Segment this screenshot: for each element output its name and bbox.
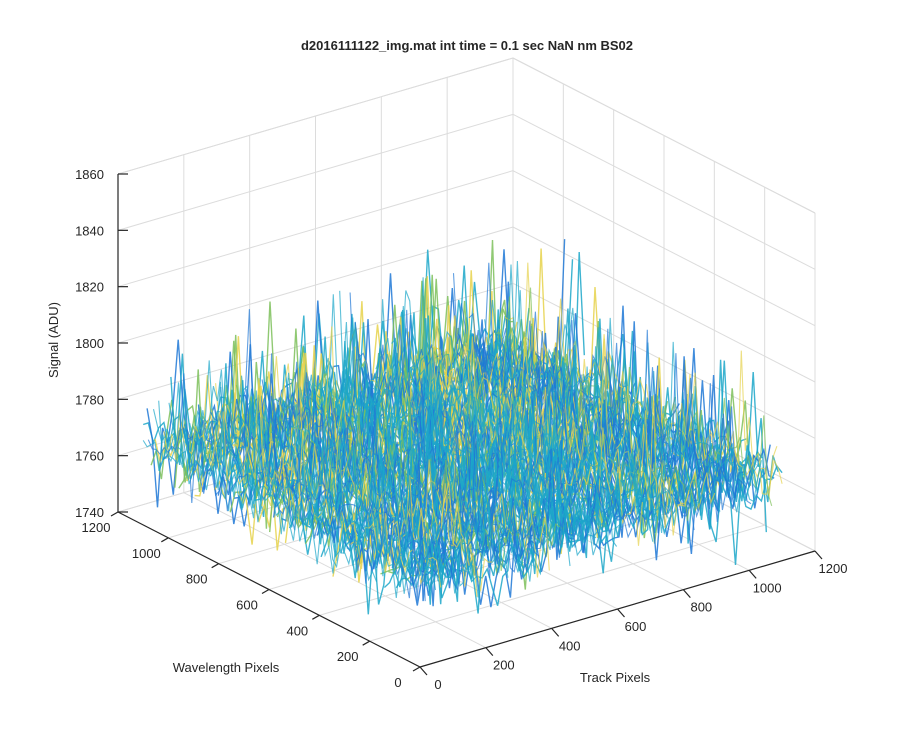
y-tick-label: 800 xyxy=(186,572,208,587)
surface-strand-y xyxy=(251,378,530,559)
surface-strand-y xyxy=(235,384,514,576)
surface-strand-y xyxy=(152,390,431,578)
surface-mesh xyxy=(142,239,783,615)
grid-edge xyxy=(512,57,816,214)
surface-strand-y xyxy=(158,382,437,591)
surface-strand-y xyxy=(142,418,421,598)
z-tick-label: 1840 xyxy=(75,223,104,238)
surface-strand-y xyxy=(308,350,586,537)
y-tick-label: 400 xyxy=(286,623,308,638)
z-axis-label: Signal (ADU) xyxy=(46,302,61,378)
y-tick-label: 1000 xyxy=(132,546,161,561)
x-tick-label: 1200 xyxy=(819,561,848,576)
y-tick-mark xyxy=(312,614,320,620)
surface-strand-y xyxy=(412,349,690,536)
x-axis-label: Track Pixels xyxy=(580,670,651,685)
surface-strand-y xyxy=(432,337,711,507)
y-axis-label: Wavelength Pixels xyxy=(173,660,280,675)
surface-strand-y xyxy=(277,360,556,548)
z-tick-label: 1760 xyxy=(75,449,104,464)
surface-strand-y xyxy=(484,290,762,503)
surface-strand-y xyxy=(447,311,726,523)
surface-strand-y xyxy=(240,309,519,573)
surface-strand-y xyxy=(194,410,473,587)
z-tick-label: 1740 xyxy=(75,505,104,520)
chart-title: d2016111122_img.mat int time = 0.1 sec N… xyxy=(301,38,633,53)
x-tick-mark xyxy=(485,647,494,657)
x-tick-label: 400 xyxy=(559,638,581,653)
y-tick-mark xyxy=(412,666,421,672)
y-tick-mark xyxy=(211,563,219,569)
surface-strand-y xyxy=(468,262,747,507)
x-tick-label: 600 xyxy=(625,619,647,634)
z-tick-label: 1820 xyxy=(75,280,104,295)
y-tick-mark xyxy=(261,588,270,595)
y-tick-label: 600 xyxy=(236,598,258,613)
y-tick-mark xyxy=(362,640,370,646)
y-tick-label: 0 xyxy=(394,675,401,690)
x-tick-mark xyxy=(617,608,625,618)
x-tick-mark xyxy=(748,569,757,579)
x-tick-label: 1000 xyxy=(753,580,782,595)
surface-strand-y xyxy=(287,367,566,550)
surface-strand-y xyxy=(380,355,659,532)
x-tick-label: 200 xyxy=(493,658,515,673)
y-tick-label: 1200 xyxy=(82,520,111,535)
surface-strand-x xyxy=(388,395,752,575)
surface-strand-y xyxy=(499,262,778,497)
x-tick-mark xyxy=(682,589,691,599)
tick-labels: 0 200 400 600 800 1000 1200 0 200 400 600 800 1000 12… xyxy=(75,167,847,692)
y-tick-mark xyxy=(161,537,169,543)
z-tick-label: 1800 xyxy=(75,336,104,351)
z-tick-label: 1860 xyxy=(75,167,104,182)
x-tick-label: 0 xyxy=(434,677,441,692)
z-tick-label: 1780 xyxy=(75,392,104,407)
x-tick-mark xyxy=(814,550,823,560)
grid-edge xyxy=(117,57,514,175)
x-tick-mark xyxy=(419,666,428,676)
x-tick-label: 800 xyxy=(690,600,712,615)
y-tick-label: 200 xyxy=(337,649,359,664)
surface-strand-y xyxy=(339,290,618,547)
surface-strand-y xyxy=(163,379,442,588)
grid-line-y-floor xyxy=(369,524,765,642)
y-tick-mark xyxy=(110,511,119,517)
surface-strand-y xyxy=(204,360,483,598)
x-tick-mark xyxy=(551,627,560,637)
surface-strand-y xyxy=(147,373,426,602)
